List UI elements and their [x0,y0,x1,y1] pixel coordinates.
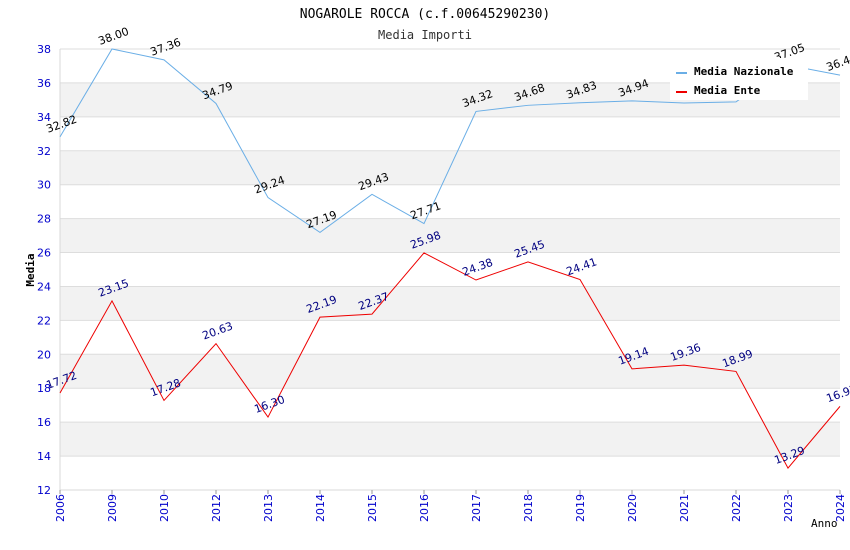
y-tick-label: 16 [37,416,51,429]
x-tick-label: 2023 [782,494,795,522]
grid-band [60,252,840,287]
series-group [59,48,841,470]
grid-bands [60,49,840,490]
x-tick-label: 2020 [626,494,639,522]
grid-band [60,116,840,151]
legend-label-nazionale: Media Nazionale [694,65,794,78]
grid-band [60,184,840,219]
legend-label-ente: Media Ente [694,84,761,97]
y-tick-label: 36 [37,77,51,90]
x-tick-label: 2015 [366,494,379,522]
y-tick-label: 20 [37,348,51,361]
grid-band [60,388,840,423]
grid-band [60,320,840,355]
y-tick-label: 32 [37,145,51,158]
y-tick-label: 14 [37,450,51,463]
y-tick-labels: 12 14 16 18 20 22 24 26 28 30 32 34 36 38 [37,43,51,497]
y-tick-label: 24 [37,280,51,293]
x-axis-label: Anno [811,517,838,530]
y-tick-label: 18 [37,382,51,395]
grid-band [60,218,840,253]
x-tick-label: 2022 [730,494,743,522]
y-axis-label: Media [24,253,37,286]
series-line-media-nazionale [59,48,841,233]
chart-title: NOGAROLE ROCCA (c.f.00645290230) [300,7,550,22]
y-tick-label: 34 [37,111,51,124]
x-tick-label: 2024 [834,494,847,522]
x-tick-label: 2017 [470,494,483,522]
y-tick-label: 22 [37,314,51,327]
y-tick-label: 26 [37,247,51,260]
x-tick-label: 2014 [314,494,327,522]
x-tick-label: 2012 [210,494,223,522]
grid-band [60,422,840,457]
grid-band [60,286,840,321]
y-tick-label: 38 [37,43,51,56]
legend-box [670,58,808,100]
y-tick-label: 28 [37,213,51,226]
x-tick-label: 2009 [106,494,119,522]
x-tick-label: 2016 [418,494,431,522]
x-tick-label: 2021 [678,494,691,522]
grid-band [60,354,840,389]
x-tick-label: 2018 [522,494,535,522]
legend: Media Nazionale Media Ente [670,58,808,100]
grid-band [60,456,840,490]
series-line-media-ente [59,252,841,470]
y-tick-label: 12 [37,484,51,497]
chart-subtitle: Media Importi [378,28,472,42]
x-tick-label: 2006 [54,494,67,522]
grid-lines [60,48,840,491]
x-tick-label: 2013 [262,494,275,522]
x-tick-label: 2019 [574,494,587,522]
y-tick-label: 30 [37,179,51,192]
x-tick-label: 2010 [158,494,171,522]
x-tick-labels: 2006 2009 2010 2012 2013 2014 2015 2016 2017 2018… [54,490,847,522]
